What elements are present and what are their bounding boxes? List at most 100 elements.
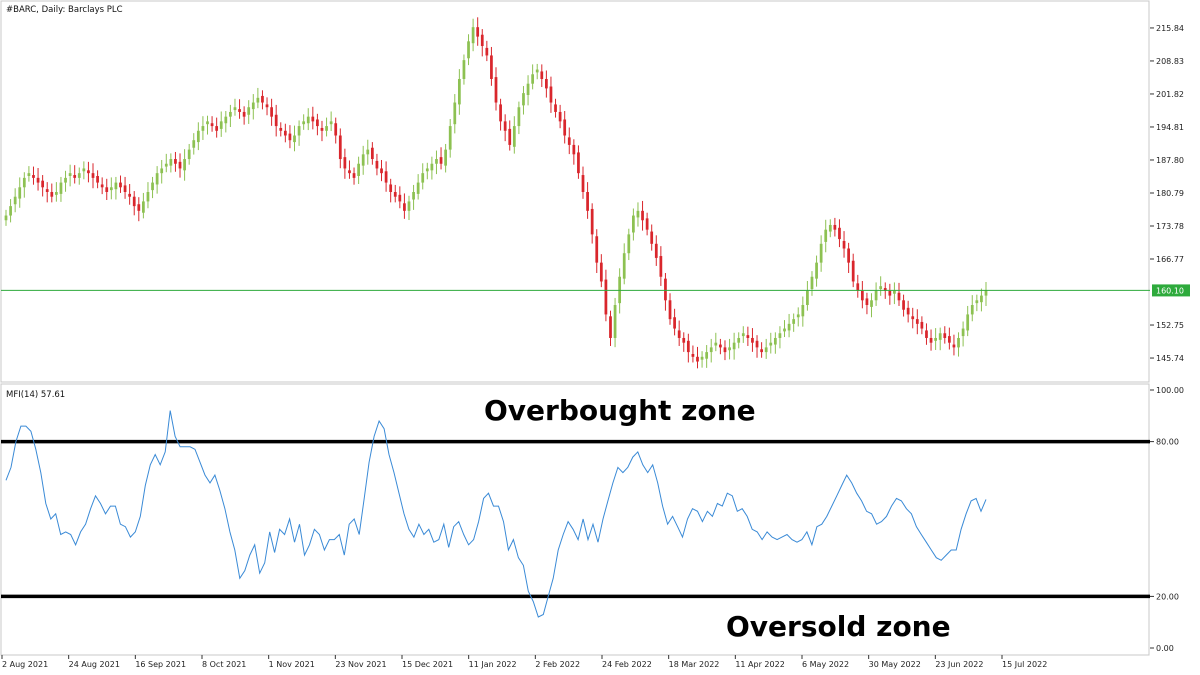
candle-body: [906, 307, 910, 315]
candle-body: [132, 196, 136, 207]
candle-body: [270, 107, 273, 117]
candle-body: [430, 163, 434, 171]
x-tick-label: 11 Apr 2022: [735, 660, 784, 669]
candle-body: [343, 157, 347, 169]
candle-body: [883, 288, 887, 291]
candle-body: [357, 163, 360, 176]
candle-body: [760, 349, 763, 353]
candle-body: [856, 283, 860, 291]
candle-body: [517, 107, 521, 127]
candle-body: [425, 168, 429, 172]
candle-body: [673, 317, 676, 329]
candle-body: [13, 196, 17, 205]
candle-body: [508, 128, 512, 145]
candle-body: [865, 298, 869, 306]
candle-body: [22, 177, 26, 188]
x-tick-label: 23 Nov 2021: [335, 660, 386, 669]
candle-body: [851, 260, 855, 282]
candle-body: [815, 262, 818, 279]
x-tick-label: 1 Nov 2021: [269, 660, 315, 669]
candle-body: [4, 215, 8, 221]
candle-body: [334, 123, 338, 136]
candle-body: [984, 290, 988, 296]
mfi-tick-label: 80.00: [1156, 438, 1179, 447]
candle-body: [348, 170, 351, 174]
candle-body: [320, 127, 324, 131]
candle-body: [380, 168, 383, 174]
candle-body: [632, 215, 635, 233]
candle-body: [494, 77, 498, 103]
candle-body: [416, 182, 420, 194]
candle-body: [384, 171, 388, 183]
candle-body: [586, 192, 589, 211]
current-price-tag: [1152, 284, 1190, 297]
candle-body: [100, 184, 104, 188]
candle-body: [654, 243, 658, 258]
mfi-panel-frame: [0, 383, 1150, 656]
candle-body: [352, 173, 356, 178]
x-tick-label: 2 Feb 2022: [535, 660, 580, 669]
candle-body: [595, 236, 599, 263]
candle-body: [728, 347, 731, 351]
candle-body: [146, 192, 150, 202]
price-tick-label: 166.77: [1156, 255, 1184, 264]
candle-body: [677, 330, 681, 338]
candle-body: [970, 305, 974, 315]
price-tick-label: 180.79: [1156, 189, 1184, 198]
candle-body: [558, 111, 562, 122]
candle-body: [554, 104, 557, 112]
candle-body: [187, 149, 191, 160]
mfi-line: [5, 410, 987, 618]
x-tick-label: 6 May 2022: [802, 660, 849, 669]
candle-body: [370, 147, 374, 160]
candle-body: [123, 185, 127, 192]
candle-body: [700, 356, 704, 360]
candle-body: [549, 86, 553, 103]
chart-title: #BARC, Daily: Barclays PLC: [6, 5, 123, 15]
candle-body: [9, 206, 12, 216]
candle-body: [943, 333, 947, 338]
candle-body: [215, 126, 219, 131]
candle-body: [18, 187, 22, 199]
price-y-axis: 215.84 208.83 201.82 194.81 187.80 180.79 173.…: [1150, 24, 1184, 363]
candle-body: [934, 337, 937, 341]
candle-body: [412, 192, 415, 200]
candle-body: [622, 253, 626, 279]
candle-body: [778, 333, 782, 338]
candle-body: [316, 119, 319, 127]
candle-body: [920, 321, 924, 329]
candle-body: [925, 330, 928, 338]
candle-body: [567, 137, 571, 145]
candle-body: [604, 279, 608, 315]
candle-body: [457, 78, 461, 105]
candle-body: [686, 340, 690, 353]
candle-body: [966, 314, 970, 331]
candle-body: [682, 337, 686, 343]
candle-body: [751, 337, 754, 343]
candle-body: [485, 47, 489, 56]
candle-body: [274, 114, 278, 127]
x-axis: 2 Aug 2021 24 Aug 2021 16 Sep 2021 8 Oct 20…: [1, 655, 1047, 669]
x-tick-label: 18 Mar 2022: [669, 660, 720, 669]
x-tick-label: 24 Aug 2021: [69, 660, 120, 669]
candle-body: [746, 335, 750, 338]
candle-body: [806, 290, 809, 306]
candle-body: [389, 184, 393, 192]
candle-body: [590, 208, 594, 235]
candle-body: [540, 71, 544, 79]
candle-body: [366, 149, 370, 155]
candle-body: [306, 116, 310, 124]
candle-body: [27, 173, 31, 176]
candle-body: [490, 55, 493, 79]
candle-body: [41, 180, 45, 188]
candle-body: [975, 300, 979, 304]
x-tick-label: 2 Aug 2021: [2, 660, 48, 669]
candle-body: [128, 193, 132, 197]
candle-body: [361, 154, 365, 166]
x-tick-label: 24 Feb 2022: [602, 660, 652, 669]
candle-body: [787, 323, 791, 331]
candle-body: [828, 224, 832, 232]
candle-body: [581, 175, 585, 192]
candle-body: [796, 314, 800, 318]
candle-body: [421, 173, 425, 183]
